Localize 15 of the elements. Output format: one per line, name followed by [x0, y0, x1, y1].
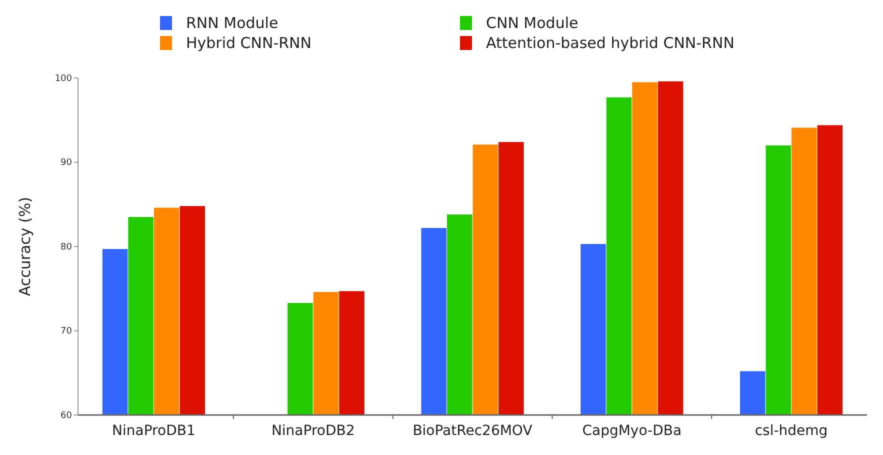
legend-label: Attention-based hybrid CNN-RNN [486, 34, 734, 52]
y-tick-label: 60 [60, 410, 72, 421]
legend-label: RNN Module [186, 14, 278, 32]
x-tick-label: CapgMyo-DBa [582, 423, 682, 439]
x-tick-label: NinaProDB1 [112, 423, 196, 439]
y-axis-title: Accuracy (%) [16, 196, 34, 296]
legend-label: Hybrid CNN-RNN [186, 34, 312, 52]
x-tick-label: BioPatRec26MOV [412, 423, 533, 439]
x-tick-label: csl-hdemg [754, 423, 828, 439]
legend-label: CNN Module [486, 14, 578, 32]
x-tick-label: NinaProDB2 [271, 423, 355, 439]
y-tick-label: 80 [60, 242, 72, 252]
y-tick-label: 90 [60, 158, 72, 168]
y-tick-label: 100 [54, 74, 72, 84]
y-tick-label: 70 [60, 326, 72, 337]
